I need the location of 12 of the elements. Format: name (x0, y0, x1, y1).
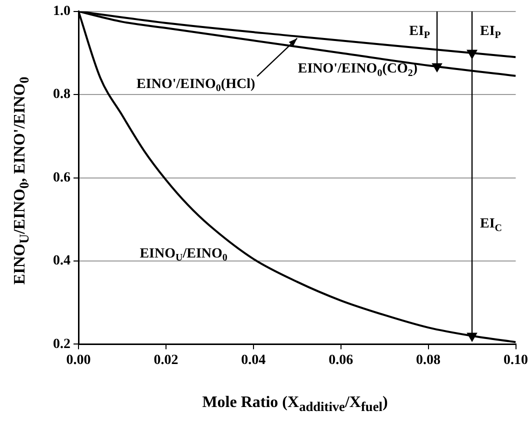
y-tick-label: 0.4 (53, 254, 70, 269)
y-tick-label: 0.2 (53, 336, 70, 352)
x-tick-label: 0.00 (66, 353, 91, 368)
x-axis-title: Mole Ratio (X$_{additive}$/X$_{fuel}$) (201, 394, 389, 416)
x-tick-label: 0.06 (328, 353, 354, 368)
y-tick-label: 1.0 (53, 4, 70, 20)
y-tick-label: 0.8 (53, 87, 70, 102)
x-tick-label: 0.04 (241, 353, 266, 368)
x-tick-label: 0.08 (416, 353, 441, 368)
x-tick-label: 0.10 (504, 353, 528, 368)
x-tick-label: 0.02 (154, 353, 178, 368)
y-tick-label: 0.6 (53, 170, 70, 186)
